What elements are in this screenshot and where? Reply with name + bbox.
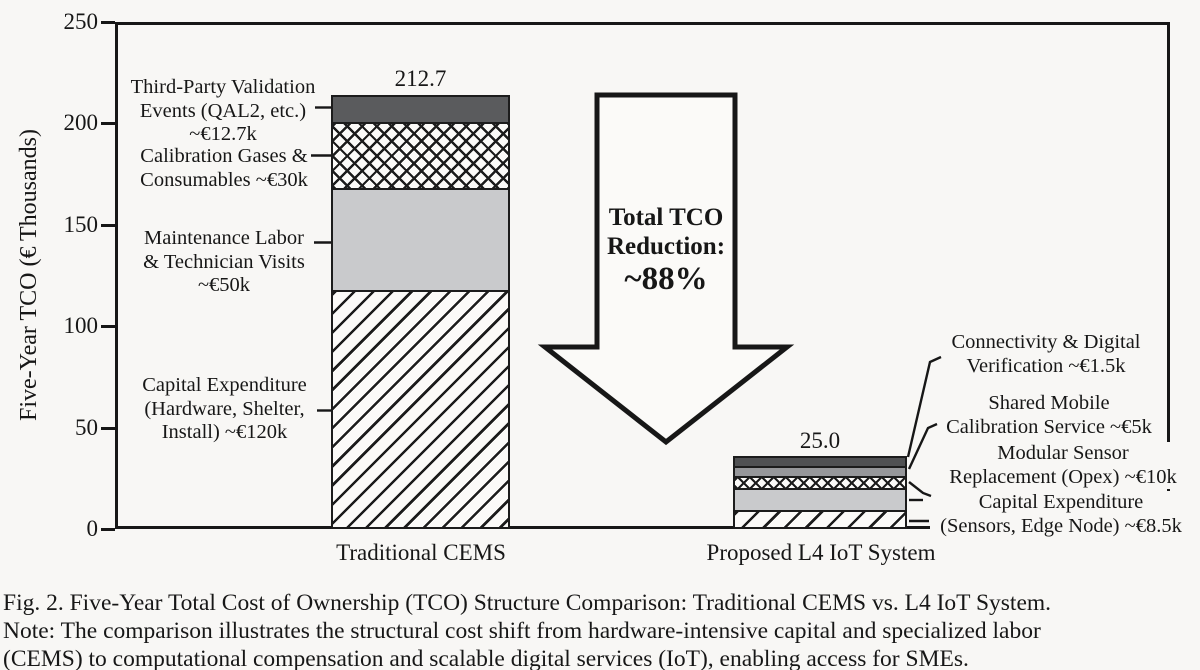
plot-frame: [115, 22, 1170, 529]
y-tick-label-250: 250: [63, 9, 99, 34]
x-label-proposed-l4-iot: Proposed L4 IoT System: [706, 540, 936, 565]
annotation-line: Calibration Service ~€5k: [946, 415, 1152, 438]
annotation-line: Calibration Gases &: [140, 145, 308, 167]
annotation-line: Maintenance Labor: [144, 227, 304, 249]
y-tick-label-100: 100: [63, 313, 99, 338]
cems-segment-maintenance-labor: [333, 188, 508, 290]
annotation-maintenance-labor: Maintenance Labor & Technician Visits ~€…: [109, 227, 339, 298]
bar-traditional-cems: [331, 95, 510, 529]
figure-caption: Fig. 2. Five-Year Total Cost of Ownershi…: [3, 589, 1199, 670]
annotation-calibration-gases: Calibration Gases & Consumables ~€30k: [109, 145, 339, 192]
annotation-line: Modular Sensor: [997, 442, 1129, 464]
y-tick-mark: [101, 528, 115, 531]
bar-total-cems: 212.7: [394, 66, 447, 91]
caption-line-2: Note: The comparison illustrates the str…: [3, 618, 1041, 644]
annotation-capital-expenditure-cems: Capital Expenditure (Hardware, Shelter, …: [112, 374, 337, 445]
iot-segment-shared-calibration: [735, 466, 905, 476]
cems-segment-capital-expenditure: [333, 290, 508, 527]
annotation-line: Capital Expenditure: [978, 491, 1144, 513]
annotation-line: Replacement (Opex) ~€10k: [949, 465, 1177, 488]
bar-proposed-l4-iot: [733, 456, 907, 529]
caption-line-1: Fig. 2. Five-Year Total Cost of Ownershi…: [3, 590, 1052, 616]
annotation-line: Consumables ~€30k: [140, 168, 308, 191]
cems-segment-calibration-gases: [333, 122, 508, 188]
annotation-line: Third-Party Validation: [130, 76, 316, 98]
annotation-line: Events (QAL2, etc.): [139, 99, 307, 122]
annotation-line: (Sensors, Edge Node) ~€8.5k: [940, 514, 1182, 537]
annotation-shared-calibration: Shared Mobile Calibration Service ~€5k: [938, 392, 1160, 439]
arrow-percentage: ~88%: [624, 261, 708, 297]
y-tick-mark: [101, 325, 115, 328]
iot-segment-capex-upper: [735, 488, 905, 510]
caption-line-3: (CEMS) to computational compensation and…: [3, 646, 969, 670]
iot-segment-connectivity-verification: [735, 458, 905, 466]
tco-reduction-label: Total TCO Reduction: ~88%: [582, 203, 750, 298]
cems-segment-third-party-validation: [333, 97, 508, 122]
y-tick-mark: [101, 21, 115, 24]
annotation-line: ~€50k: [197, 274, 251, 296]
iot-segment-capital-expenditure: [735, 510, 905, 527]
y-tick-label-50: 50: [75, 415, 98, 440]
annotation-connectivity-verification: Connectivity & Digital Verification ~€1.…: [936, 331, 1156, 378]
iot-segment-sensor-replacement: [735, 476, 905, 488]
annotation-capital-expenditure-iot: Capital Expenditure (Sensors, Edge Node)…: [930, 491, 1192, 538]
y-tick-mark: [101, 427, 115, 430]
y-tick-mark: [101, 224, 115, 227]
y-tick-label-200: 200: [63, 110, 99, 135]
arrow-text-line: Reduction:: [606, 233, 726, 260]
annotation-line: (Hardware, Shelter,: [144, 397, 305, 420]
annotation-line: Connectivity & Digital: [951, 331, 1141, 353]
annotation-third-party-validation: Third-Party Validation Events (QAL2, etc…: [108, 76, 338, 147]
bar-total-iot: 25.0: [799, 428, 841, 453]
y-axis-title: Five-Year TCO (€ Thousands): [16, 129, 42, 421]
annotation-line: ~€12.7k: [189, 123, 257, 145]
annotation-line: Capital Expenditure: [142, 374, 307, 396]
arrow-text-line: Total TCO: [608, 204, 724, 231]
annotation-line: Verification ~€1.5k: [966, 354, 1126, 377]
annotation-line: Shared Mobile: [988, 392, 1110, 414]
annotation-line: & Technician Visits: [143, 250, 305, 273]
annotation-sensor-replacement: Modular Sensor Replacement (Opex) ~€10k: [930, 442, 1196, 489]
x-label-traditional-cems: Traditional CEMS: [336, 540, 506, 565]
annotation-line: Install) ~€120k: [161, 421, 288, 443]
y-tick-label-0: 0: [86, 516, 99, 541]
y-tick-mark: [101, 122, 115, 125]
y-tick-label-150: 150: [63, 212, 99, 237]
